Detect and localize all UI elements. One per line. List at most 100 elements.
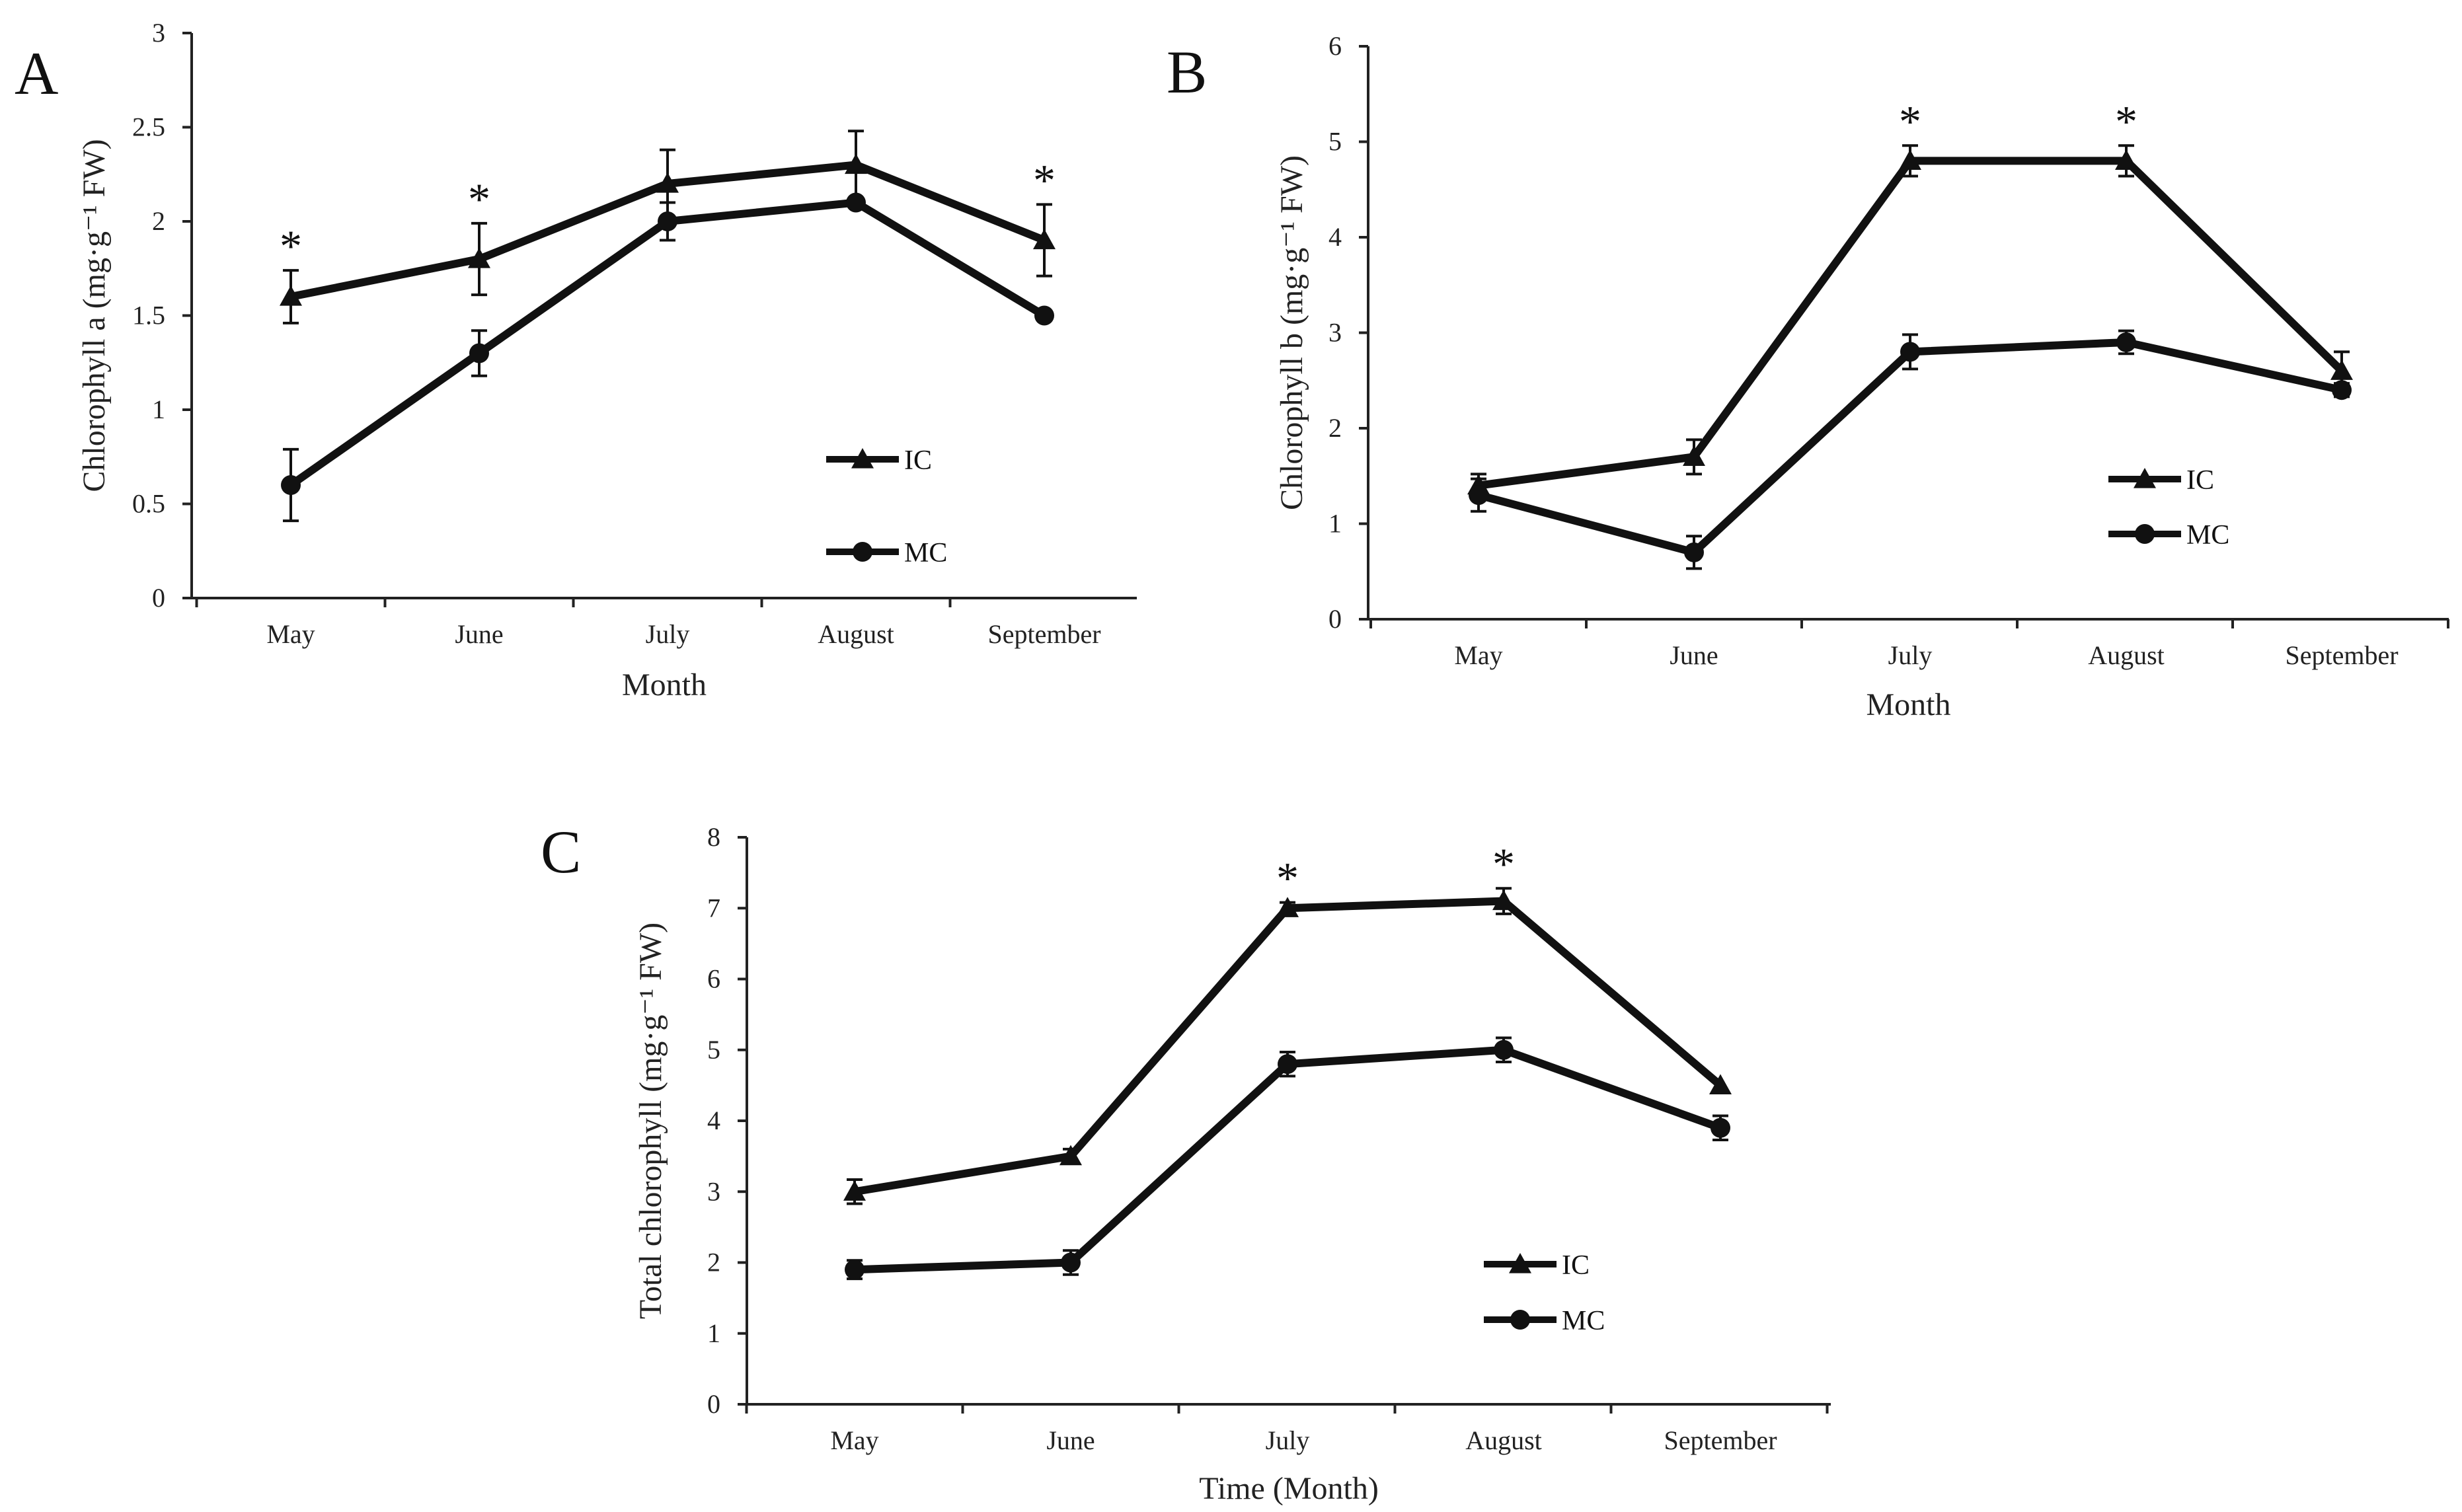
x-axis-title-c: Time (Month) <box>1199 1471 1379 1506</box>
significance-marker: * <box>1033 155 1056 205</box>
data-point-mc <box>469 343 489 363</box>
chart-panel-c: C 0 1 2 3 4 5 6 7 8 May June July August September Time… <box>541 818 1831 1506</box>
x-tick-label: July <box>646 619 690 649</box>
legend-marker-ic <box>1509 1253 1531 1273</box>
significance-marker: * <box>1899 96 1921 146</box>
data-point-ic <box>1683 445 1705 466</box>
data-point-mc <box>1278 1054 1297 1075</box>
data-point-ic <box>2115 149 2137 170</box>
y-tick-label: 0 <box>707 1389 720 1419</box>
y-tick-label: 0 <box>152 583 165 613</box>
data-point-ic <box>1709 1074 1732 1094</box>
legend-a: IC MC <box>826 445 947 568</box>
data-point-ic <box>1033 229 1056 250</box>
significance-marker: * <box>468 174 490 224</box>
y-tick-label: 4 <box>1328 222 1342 252</box>
y-tick-label: 2 <box>152 206 165 236</box>
y-tick-label: 6 <box>707 964 720 994</box>
legend-label: IC <box>1562 1250 1590 1281</box>
data-point-ic <box>1899 149 1921 170</box>
y-axis-title-b: Chlorophyll b (mg·g⁻¹ FW) <box>1274 155 1309 510</box>
y-tick-label: 3 <box>152 18 165 48</box>
legend-label: MC <box>1562 1306 1605 1336</box>
y-axis-title-c: Total chlorophyll (mg·g⁻¹ FW) <box>633 923 668 1319</box>
y-tick-label: 5 <box>707 1035 720 1065</box>
data-point-ic <box>843 1180 866 1201</box>
data-point-ic <box>656 172 679 193</box>
significance-marker: * <box>1276 853 1299 903</box>
y-tick-label: 6 <box>1328 31 1342 61</box>
x-tick-label: May <box>1454 640 1502 670</box>
series-line-mc-c <box>851 1045 1724 1274</box>
y-tick-label: 2 <box>1328 413 1342 443</box>
x-tick-label: September <box>987 619 1100 649</box>
x-tick-label: May <box>266 619 315 649</box>
y-tick-label: 3 <box>707 1176 720 1206</box>
data-point-mc <box>2116 332 2136 352</box>
legend-marker-ic <box>2134 468 2156 488</box>
y-tick-label: 1.5 <box>132 301 165 330</box>
data-point-ic <box>2330 359 2353 380</box>
x-tick-label: July <box>1266 1425 1310 1455</box>
x-tick-label: September <box>2285 640 2398 670</box>
y-tick-label: 7 <box>707 893 720 923</box>
panel-letter-b: B <box>1167 38 1207 106</box>
x-tick-label: August <box>2088 640 2165 670</box>
y-tick-label: 2.5 <box>132 112 165 142</box>
legend-marker-mc <box>2135 524 2155 544</box>
y-tick-label: 1 <box>707 1318 720 1348</box>
data-point-mc <box>1900 342 1920 362</box>
data-point-mc <box>1494 1040 1514 1060</box>
x-tick-label: June <box>1046 1425 1095 1455</box>
y-axis-title-a: Chlorophyll a (mg·g⁻¹ FW) <box>77 139 112 492</box>
y-tick-label: 1 <box>1328 509 1342 539</box>
legend-marker-ic <box>851 448 874 469</box>
data-point-mc <box>1469 485 1488 506</box>
legend-label: IC <box>904 445 932 476</box>
y-tick-label: 4 <box>707 1106 720 1135</box>
x-tick-label: August <box>818 619 894 649</box>
legend-marker-mc <box>1510 1310 1530 1330</box>
data-point-mc <box>1061 1252 1081 1273</box>
y-tick-label: 1 <box>152 395 165 424</box>
legend-label: MC <box>904 538 947 568</box>
data-point-ic <box>1492 889 1515 911</box>
data-point-mc <box>1034 305 1054 326</box>
significance-marker: * <box>1492 839 1515 889</box>
chart-panel-a: A 0 0.5 1 1.5 2 2.5 3 May June July August September… <box>15 18 1137 702</box>
series-line-ic-c <box>851 897 1724 1196</box>
x-tick-label: September <box>1664 1425 1777 1455</box>
y-tick-label: 5 <box>1328 127 1342 157</box>
legend-marker-mc <box>853 542 872 562</box>
x-tick-label: May <box>830 1425 878 1455</box>
significance-marker: * <box>2115 96 2137 146</box>
data-point-mc <box>1711 1117 1730 1138</box>
data-point-ic <box>1276 897 1299 917</box>
data-point-mc <box>845 1260 865 1280</box>
x-tick-label: June <box>455 619 503 649</box>
x-axis-title-b: Month <box>1866 687 1950 722</box>
panel-letter-a: A <box>15 40 58 107</box>
data-point-mc <box>2332 380 2352 400</box>
data-point-ic <box>845 153 867 174</box>
x-tick-label: August <box>1465 1425 1542 1455</box>
series-line-mc-a <box>287 198 1048 489</box>
data-point-mc <box>281 475 301 495</box>
legend-b: IC MC <box>2108 465 2229 550</box>
data-point-mc <box>1684 542 1704 562</box>
x-tick-label: June <box>1670 640 1718 670</box>
y-tick-label: 0 <box>1328 604 1342 634</box>
y-tick-label: 3 <box>1328 318 1342 348</box>
chart-panel-b: B 0 1 2 3 4 5 6 May June July August September Month C… <box>1167 31 2449 722</box>
x-axis-title-a: Month <box>622 667 707 702</box>
legend-label: MC <box>2186 520 2229 550</box>
data-point-mc <box>658 211 677 231</box>
significance-marker: * <box>280 221 302 271</box>
series-line-ic-b <box>1475 157 2346 490</box>
x-tick-label: July <box>1888 640 1933 670</box>
data-point-ic <box>1059 1145 1082 1166</box>
y-tick-label: 2 <box>707 1248 720 1277</box>
data-point-ic <box>280 285 302 306</box>
legend-c: IC MC <box>1484 1250 1605 1336</box>
legend-label: IC <box>2186 465 2214 496</box>
